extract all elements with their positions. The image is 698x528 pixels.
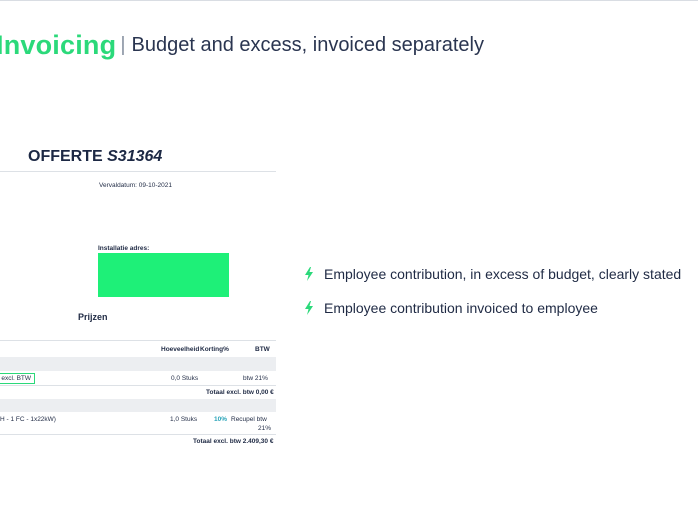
top-divider [0,0,698,1]
prices-heading: Prijzen [78,312,108,322]
line2-btw-rate: 21% [258,425,272,432]
line2-quantity: 1,0 Stuks [170,416,198,423]
doc-divider [0,171,276,172]
line2-discount: 10% [214,416,228,423]
line1-quantity: 0,0 Stuks [171,375,199,382]
line2-total: Totaal excl. btw 2.409,30 € [193,438,274,445]
lightning-bolt-icon [305,267,313,281]
line1-total: Totaal excl. btw 0,00 € [206,389,274,396]
slide-title: Invoicing | Budget and excess, invoiced se… [0,30,484,61]
quote-title-prefix: OFFERTE [28,148,103,165]
title-accent: Invoicing [0,30,117,60]
col-quantity: Hoeveelheid [161,346,200,353]
line2-description: H - 1 FC - 1x22kW) [0,416,56,423]
line2-btw-label: Recupel btw [231,416,267,423]
install-address-label: Installatie adres: [98,245,150,252]
col-btw: BTW [255,346,270,353]
expiry-date: Vervaldatum: 09-10-2021 [99,182,172,189]
section-band-1 [0,357,276,371]
title-subtitle: Budget and excess, invoiced separately [131,34,484,56]
line2-rule [0,434,276,435]
bullet-text: Employee contribution invoiced to employ… [324,300,598,316]
quote-title: OFFERTE S31364 [28,148,162,166]
bullet-text: Employee contribution, in excess of budg… [324,266,682,282]
line1-btw: btw 21% [243,375,268,382]
col-discount: Korting% [200,346,229,353]
lightning-bolt-icon [305,301,313,315]
table-top-rule [0,340,276,341]
line1-tag: € excl. BTW [0,373,36,384]
section-band-2 [0,399,276,412]
quote-number: S31364 [107,148,163,165]
line1-rule [0,385,276,386]
install-address-box [98,253,229,297]
title-separator: | [120,34,126,56]
